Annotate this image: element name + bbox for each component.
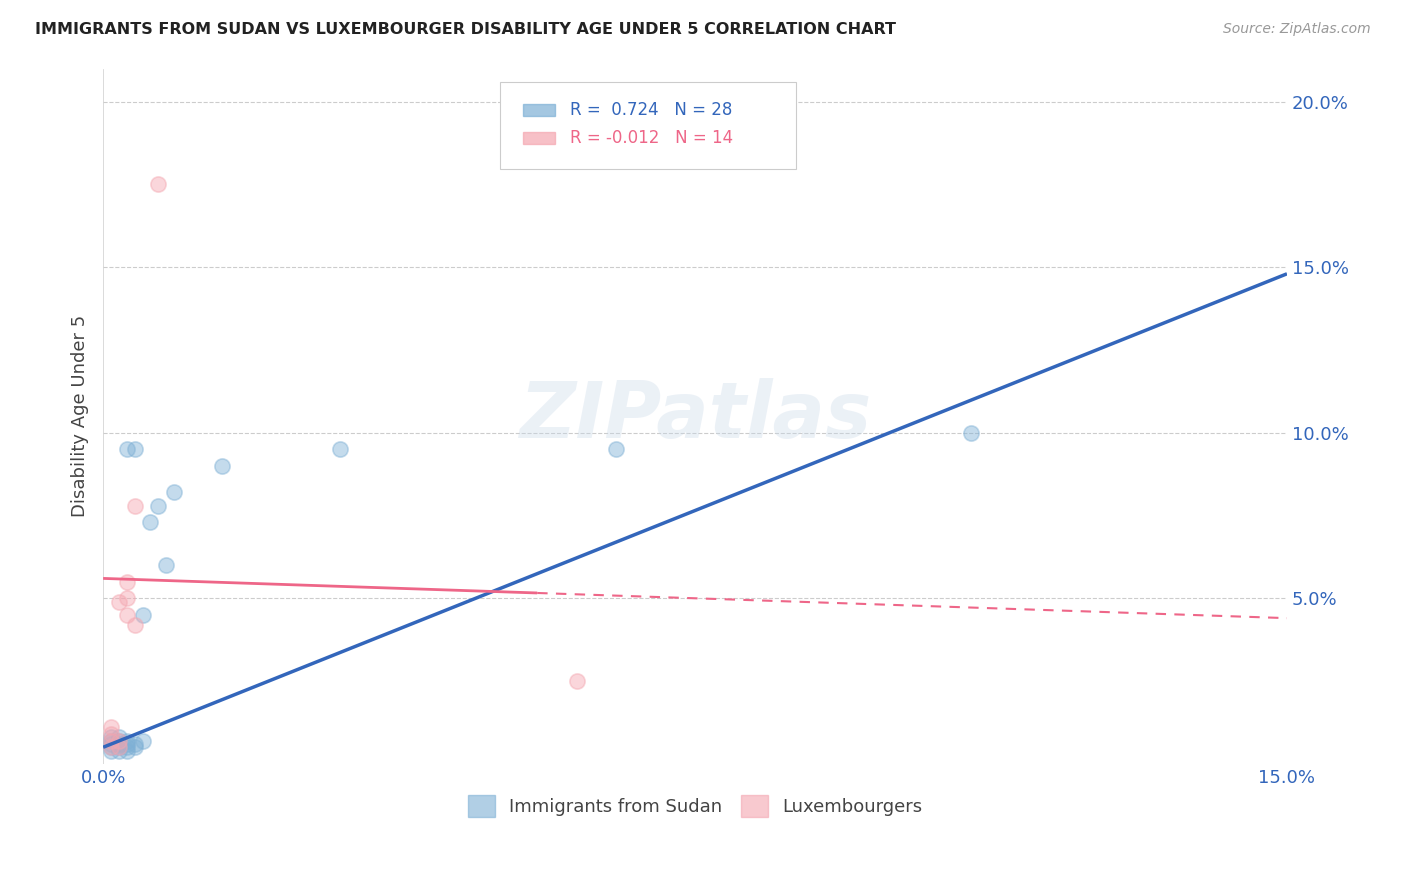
Point xyxy=(605,442,627,457)
Text: Source: ZipAtlas.com: Source: ZipAtlas.com xyxy=(1223,22,1371,37)
Point xyxy=(108,594,131,608)
Point xyxy=(124,737,146,751)
Point xyxy=(329,442,352,457)
Point xyxy=(148,178,170,192)
Point xyxy=(100,733,122,747)
Point xyxy=(155,558,177,573)
Point xyxy=(148,499,170,513)
Point xyxy=(108,740,131,755)
Text: R = -0.012   N = 14: R = -0.012 N = 14 xyxy=(569,129,733,147)
Point xyxy=(115,607,138,622)
Point xyxy=(100,743,122,757)
Point xyxy=(108,731,131,745)
Bar xyxy=(523,132,555,145)
Point xyxy=(108,743,131,757)
Point xyxy=(124,617,146,632)
Point xyxy=(115,743,138,757)
Point xyxy=(100,733,122,747)
Point xyxy=(131,733,153,747)
Point xyxy=(115,737,138,751)
Point xyxy=(100,720,122,734)
Point xyxy=(115,740,138,755)
Text: R =  0.724   N = 28: R = 0.724 N = 28 xyxy=(569,101,733,120)
Point xyxy=(115,442,138,457)
Point xyxy=(115,733,138,747)
Point xyxy=(211,458,233,473)
Point xyxy=(100,727,122,741)
Bar xyxy=(523,104,555,117)
Point xyxy=(131,607,153,622)
Point xyxy=(115,574,138,589)
Point xyxy=(108,733,131,747)
Point xyxy=(139,515,162,529)
Point xyxy=(163,485,186,500)
Point xyxy=(100,737,122,751)
Text: IMMIGRANTS FROM SUDAN VS LUXEMBOURGER DISABILITY AGE UNDER 5 CORRELATION CHART: IMMIGRANTS FROM SUDAN VS LUXEMBOURGER DI… xyxy=(35,22,896,37)
Point xyxy=(960,425,983,440)
Point xyxy=(115,591,138,606)
Point xyxy=(124,442,146,457)
FancyBboxPatch shape xyxy=(499,82,796,169)
Point xyxy=(108,733,131,747)
Point xyxy=(565,674,588,689)
Point xyxy=(100,731,122,745)
Point xyxy=(108,740,131,755)
Point xyxy=(124,740,146,755)
Text: ZIPatlas: ZIPatlas xyxy=(519,378,872,454)
Point xyxy=(100,740,122,755)
Point xyxy=(124,499,146,513)
Y-axis label: Disability Age Under 5: Disability Age Under 5 xyxy=(72,315,89,517)
Point xyxy=(100,740,122,755)
Legend: Immigrants from Sudan, Luxembourgers: Immigrants from Sudan, Luxembourgers xyxy=(461,788,929,824)
Point xyxy=(108,737,131,751)
